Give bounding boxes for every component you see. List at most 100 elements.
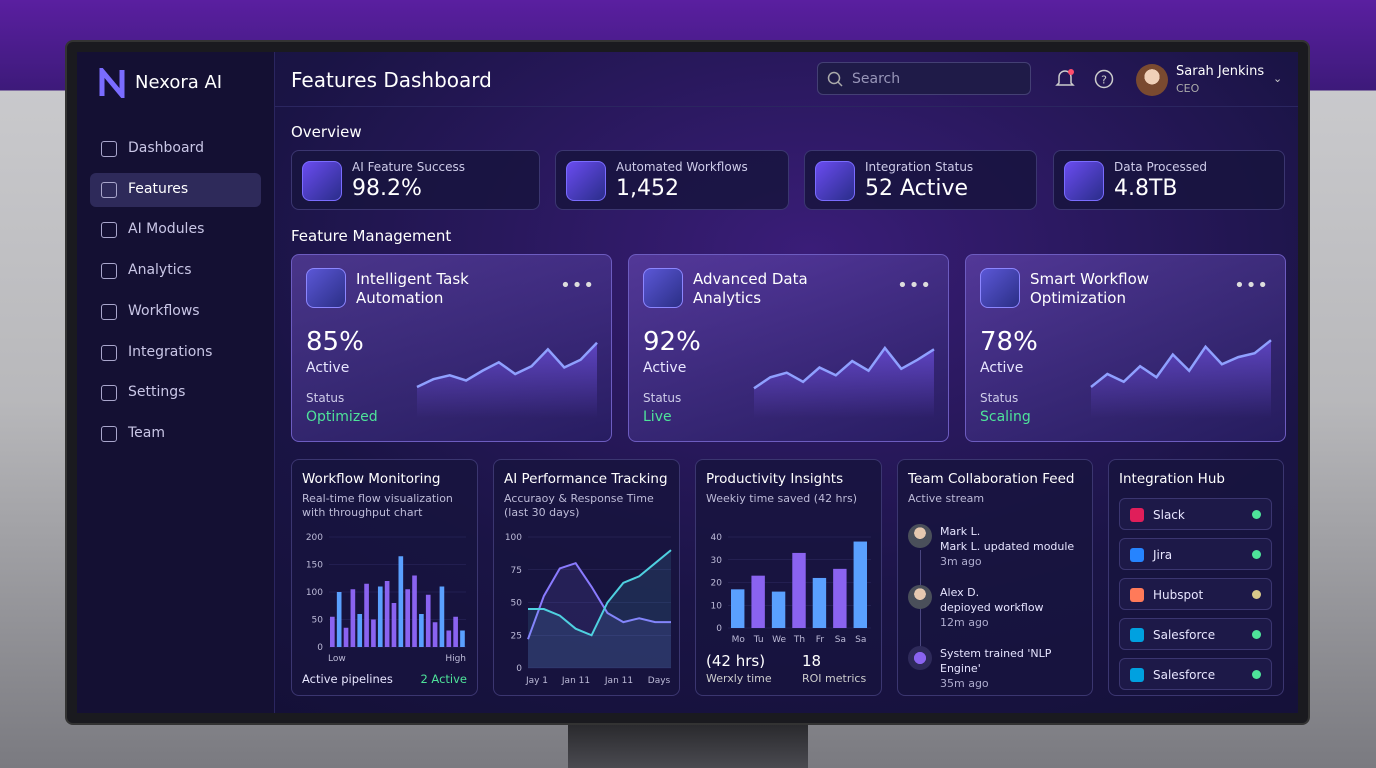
- integration-item[interactable]: Salesforce: [1119, 618, 1272, 650]
- bar: [357, 614, 363, 647]
- stat-label: AI Feature Success: [352, 160, 466, 174]
- nav-item[interactable]: Team: [90, 417, 261, 451]
- status-label: Status: [980, 391, 1019, 405]
- sparkline: [1090, 339, 1272, 418]
- notifications[interactable]: [1055, 68, 1075, 90]
- x-tick-label: Jan 11: [604, 676, 633, 686]
- integration-logo: [1130, 668, 1144, 682]
- feed-time: 12m ago: [940, 616, 989, 629]
- workflow-panel: Workflow Monitoring Real-time flow visua…: [291, 459, 478, 696]
- x-tick-label: Fr: [816, 635, 825, 645]
- performance-panel: AI Performance Tracking Accuraoy & Respo…: [493, 459, 680, 696]
- bar: [384, 581, 390, 647]
- more-menu[interactable]: •••: [560, 275, 595, 296]
- nav-item[interactable]: Integrations: [90, 336, 261, 370]
- nav-icon: [101, 222, 117, 239]
- integration-name: Jira: [1153, 548, 1173, 562]
- more-menu[interactable]: •••: [897, 275, 932, 296]
- feature-title: Intelligent Task Automation: [356, 270, 469, 307]
- nav-icon: [101, 181, 117, 198]
- stat-value: 1,452: [616, 176, 679, 201]
- x-tick-label: Jay 1: [525, 676, 548, 686]
- user-name: Sarah Jenkins: [1176, 64, 1265, 79]
- stat-card: Data Processed 4.8TB: [1053, 150, 1285, 210]
- avatar: [908, 585, 932, 609]
- x-tick-label: We: [772, 635, 786, 645]
- nav-item[interactable]: Dashboard: [90, 132, 261, 166]
- feature-state: Active: [643, 360, 687, 376]
- y-tick-label: 25: [511, 631, 522, 641]
- nav-item[interactable]: AI Modules: [90, 213, 261, 247]
- integration-item[interactable]: Jira: [1119, 538, 1272, 570]
- feed-time: 3m ago: [940, 555, 982, 568]
- stat-value: 18: [802, 652, 822, 670]
- more-menu[interactable]: •••: [1234, 275, 1269, 296]
- bar: [460, 630, 465, 647]
- stat-card: Integration Status 52 Active: [804, 150, 1037, 210]
- avatar[interactable]: [1136, 64, 1168, 96]
- panel-subtitle: Accuraoy & Response Time (last 30 days): [504, 492, 654, 519]
- integration-item[interactable]: Salesforce: [1119, 658, 1272, 690]
- bar: [405, 589, 410, 647]
- nav-item[interactable]: Analytics: [90, 254, 261, 288]
- status-value: Scaling: [980, 409, 1031, 425]
- nav-icon: [101, 263, 117, 280]
- sparkline-area: [754, 348, 934, 418]
- bar: [364, 583, 369, 647]
- search-box[interactable]: Search: [817, 62, 1031, 95]
- nav-item[interactable]: Features: [90, 172, 261, 207]
- y-tick-label: 50: [511, 599, 523, 609]
- feature-card[interactable]: Advanced Data Analytics ••• 92% Active Statu…: [628, 254, 949, 442]
- nav-item[interactable]: Workflows: [90, 295, 261, 329]
- monitor-stand: [568, 725, 808, 768]
- feature-card[interactable]: Smart Workflow Optimization ••• 78% Active S…: [965, 254, 1286, 442]
- feature-title: Smart Workflow Optimization: [1030, 270, 1150, 307]
- page-title: Features Dashboard: [291, 68, 492, 92]
- bar: [751, 575, 765, 628]
- nav-icon: [101, 385, 117, 402]
- stat-card: Automated Workflows 1,452: [555, 150, 789, 210]
- sparkline-line: [1090, 339, 1272, 388]
- integration-name: Hubspot: [1153, 588, 1204, 602]
- bar: [343, 627, 349, 647]
- bar: [792, 552, 806, 628]
- stat-label: Integration Status: [865, 160, 974, 174]
- y-tick-label: 150: [306, 561, 323, 571]
- panel-title: Integration Hub: [1119, 471, 1225, 487]
- stat-icon: [302, 161, 342, 201]
- series-area: [528, 563, 671, 668]
- feature-card[interactable]: Intelligent Task Automation ••• 85% Active S…: [291, 254, 612, 442]
- panel-title: Team Collaboration Feed: [908, 471, 1075, 487]
- nav-label: AI Modules: [128, 221, 205, 238]
- bar: [439, 586, 445, 647]
- nav-item[interactable]: Settings: [90, 376, 261, 410]
- status-dot: [1252, 590, 1261, 599]
- sparkline-area: [1091, 340, 1271, 418]
- integration-item[interactable]: Slack: [1119, 498, 1272, 530]
- stat-value: 52 Active: [865, 176, 969, 201]
- panel-subtitle: Weekiy time saved (42 hrs): [706, 492, 858, 505]
- logo: [99, 68, 125, 98]
- help[interactable]: ?: [1094, 69, 1114, 89]
- search-placeholder: Search: [852, 71, 901, 87]
- feed-time: 35m ago: [940, 677, 989, 690]
- section-title: Feature Management: [291, 227, 452, 245]
- x-tick-label: Th: [793, 635, 805, 645]
- stat-icon: [566, 161, 606, 201]
- y-tick-label: 0: [716, 624, 722, 634]
- series-area: [528, 550, 671, 668]
- nav-icon: [101, 141, 117, 157]
- feature-percent: 78%: [980, 327, 1038, 357]
- x-label: High: [445, 654, 466, 664]
- sparkline-line: [416, 341, 598, 389]
- feature-state: Active: [980, 360, 1024, 376]
- integration-panel: Integration Hub Slack Jira Hubspot Salesfor…: [1108, 459, 1284, 696]
- user-menu[interactable]: ⌄: [1273, 72, 1283, 85]
- feed-item: System trained 'NLP Engine' 35m ago: [940, 646, 1092, 691]
- integration-item[interactable]: Hubspot: [1119, 578, 1272, 610]
- panel-subtitle: Real-time flow visualization with throug…: [302, 492, 453, 519]
- y-tick-label: 100: [505, 533, 522, 543]
- panel-title: AI Performance Tracking: [504, 471, 668, 487]
- y-tick-label: 20: [711, 579, 723, 589]
- nav-icon: [101, 303, 117, 320]
